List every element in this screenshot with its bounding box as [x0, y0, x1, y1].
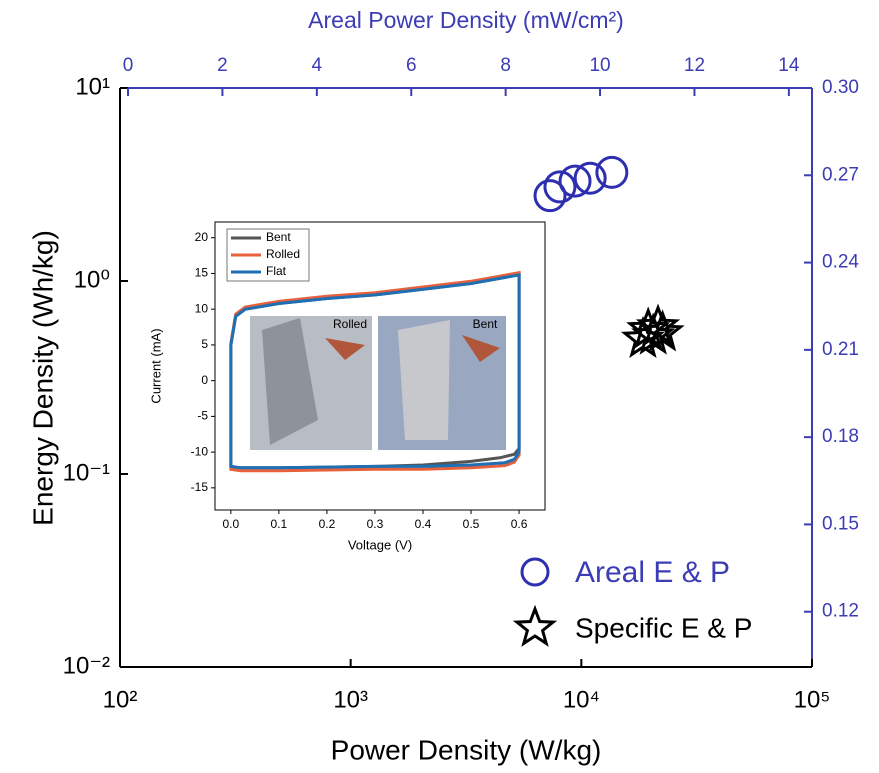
inset-y-tick-label: -5: [197, 409, 208, 423]
inset-x-tick-label: 0.1: [271, 517, 288, 531]
x2-tick-label: 12: [684, 55, 705, 76]
x-tick-label: 10⁵: [794, 686, 831, 713]
x2-axis-label: Areal Power Density (mW/cm²): [308, 7, 624, 33]
y-tick-label: 10⁻¹: [63, 459, 110, 486]
y2-tick-label: 0.27: [822, 164, 859, 185]
y2-tick-label: 0.12: [822, 601, 859, 622]
x2-tick-label: 14: [778, 55, 800, 76]
legend-marker: [517, 609, 553, 643]
legend-label: Areal E & P: [575, 556, 730, 589]
inset-legend-label: Bent: [266, 230, 291, 244]
y2-tick-label: 0.18: [822, 426, 859, 447]
y2-tick-label: 0.24: [822, 252, 859, 273]
legend-marker: [522, 559, 548, 585]
inset-legend-label: Flat: [266, 264, 287, 278]
x2-tick-label: 8: [500, 55, 511, 76]
inset-y-tick-label: 10: [195, 301, 209, 315]
x2-tick-label: 2: [217, 55, 228, 76]
inset-x-tick-label: 0.6: [511, 517, 528, 531]
chart: 10² 10³ 10⁴ 10⁵ 10⁻² 10⁻¹ 10⁰ 10¹ 0 2 4 6 8 10 12 14 0.1…: [0, 0, 879, 773]
x-tick-label: 10²: [103, 686, 138, 713]
inset-y-tick-label: 20: [195, 230, 209, 244]
inset-legend-label: Rolled: [266, 247, 300, 261]
y-tick-label: 10⁻²: [63, 652, 110, 679]
y2-tick-label: 0.15: [822, 513, 859, 534]
x2-tick-label: 4: [312, 55, 323, 76]
x-tick-label: 10³: [333, 686, 368, 713]
y-axis-label: Energy Density (Wh/kg): [27, 230, 58, 526]
x2-tick-label: 6: [406, 55, 417, 76]
y-tick-label: 10⁰: [74, 266, 110, 293]
y2-tick-label: 0.21: [822, 339, 859, 360]
inset-x-tick-label: 0.3: [367, 517, 384, 531]
photo-label: Bent: [473, 317, 498, 331]
x2-tick-label: 10: [589, 55, 610, 76]
photo-detail: [398, 320, 450, 440]
inset-x-tick-label: 0.4: [415, 517, 432, 531]
inset-x-tick-label: 0.5: [463, 517, 480, 531]
inset-x-label: Voltage (V): [348, 537, 412, 552]
inset-y-label: Current (mA): [148, 328, 163, 403]
y-tick-label: 10¹: [75, 73, 110, 100]
inset-y-tick-label: 0: [201, 373, 208, 387]
x-axis-label: Power Density (W/kg): [331, 734, 602, 765]
y2-tick-label: 0.30: [822, 77, 859, 98]
x2-tick-label: 0: [123, 55, 134, 76]
inset-y-tick-label: 15: [195, 266, 209, 280]
inset-x-tick-label: 0.0: [223, 517, 240, 531]
legend-label: Specific E & P: [575, 612, 752, 643]
inset-x-tick-label: 0.2: [319, 517, 336, 531]
inset-y-tick-label: -15: [191, 480, 209, 494]
areal-marker: [597, 157, 627, 187]
x-tick-label: 10⁴: [563, 686, 600, 713]
photo-label: Rolled: [333, 317, 367, 331]
inset-y-tick-label: 5: [201, 337, 208, 351]
inset-y-tick-label: -10: [191, 444, 209, 458]
